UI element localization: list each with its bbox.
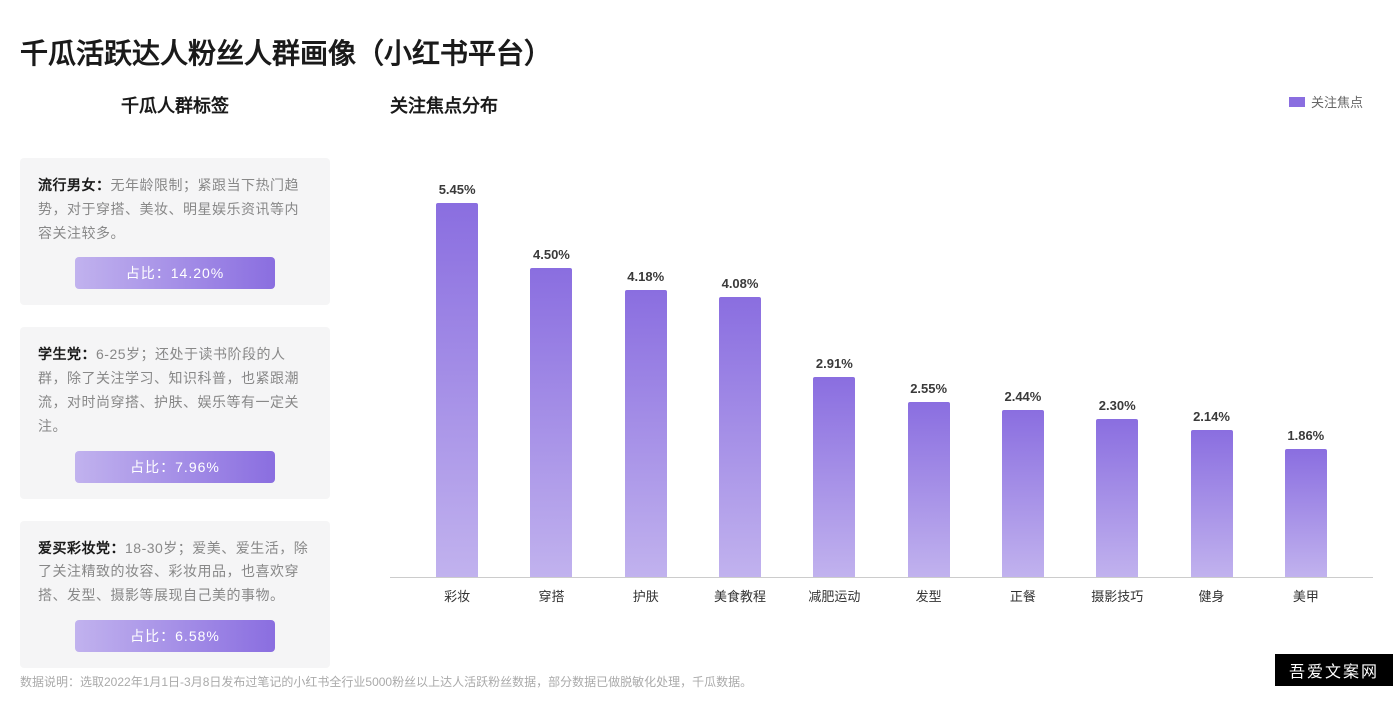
card-desc: 爱买彩妆党：18-30岁；爱美、爱生活，除了关注精致的妆容、彩妆用品，也喜欢穿搭… [38,537,312,608]
bar-value: 2.44% [1004,389,1041,404]
chart-panel: 关注焦点分布 关注焦点 5.45% 4.50% 4.18% 4.08% 2.91% 2.5… [330,92,1373,690]
left-panel: 千瓜人群标签 流行男女：无年龄限制；紧跟当下热门趋势，对于穿搭、美妆、明星娱乐资… [20,92,330,690]
audience-card: 学生党：6-25岁；还处于读书阶段的人群，除了关注学习、知识科普，也紧跟潮流，对… [20,327,330,498]
bar-value: 2.55% [910,381,947,396]
bar [908,402,950,577]
card-desc: 流行男女：无年龄限制；紧跟当下热门趋势，对于穿搭、美妆、明星娱乐资讯等内容关注较… [38,174,312,245]
bar [625,290,667,577]
bar-value: 4.50% [533,247,570,262]
card-name: 流行男女： [38,177,111,193]
chart-labels: 彩妆穿搭护肤美食教程减肥运动发型正餐摄影技巧健身美甲 [390,586,1373,605]
left-panel-title: 千瓜人群标签 [20,92,330,118]
chart-bars: 5.45% 4.50% 4.18% 4.08% 2.91% 2.55% 2.44% 2.30%… [390,138,1373,578]
bar-value: 4.18% [627,269,664,284]
card-name: 爱买彩妆党： [38,540,125,556]
bar-column: 4.18% [599,138,693,577]
card-badge: 占比：7.96% [75,451,275,483]
bar [813,377,855,577]
bar-column: 2.30% [1070,138,1164,577]
card-badge: 占比：14.20% [75,257,275,289]
bar-column: 2.14% [1164,138,1258,577]
bar-column: 2.44% [976,138,1070,577]
chart-title: 关注焦点分布 [390,92,1373,118]
bar-label: 减肥运动 [787,586,881,605]
bar-column: 1.86% [1259,138,1353,577]
bar [1191,430,1233,577]
bar-label: 健身 [1164,586,1258,605]
bar [719,297,761,577]
card-desc: 学生党：6-25岁；还处于读书阶段的人群，除了关注学习、知识科普，也紧跟潮流，对… [38,343,312,438]
chart-area: 5.45% 4.50% 4.18% 4.08% 2.91% 2.55% 2.44% 2.30%… [390,138,1373,628]
bar-column: 4.50% [504,138,598,577]
bar-label: 穿搭 [504,586,598,605]
page-title: 千瓜活跃达人粉丝人群画像（小红书平台） [0,0,1393,72]
bar-column: 2.91% [787,138,881,577]
bar [436,203,478,577]
bar [1002,410,1044,577]
bar-value: 4.08% [722,276,759,291]
bar-column: 5.45% [410,138,504,577]
footer-note: 数据说明：选取2022年1月1日-3月8日发布过笔记的小红书全行业5000粉丝以… [20,673,752,690]
bar-column: 2.55% [881,138,975,577]
bar-value: 2.91% [816,356,853,371]
legend-swatch [1289,97,1305,107]
audience-card: 流行男女：无年龄限制；紧跟当下热门趋势，对于穿搭、美妆、明星娱乐资讯等内容关注较… [20,158,330,305]
bar [1096,419,1138,577]
bar-label: 美甲 [1259,586,1353,605]
bar-value: 1.86% [1287,428,1324,443]
chart-legend: 关注焦点 [1289,92,1363,111]
bar-label: 摄影技巧 [1070,586,1164,605]
bar-label: 护肤 [599,586,693,605]
bar [530,268,572,577]
bar-label: 发型 [881,586,975,605]
bar-label: 美食教程 [693,586,787,605]
card-badge: 占比：6.58% [75,620,275,652]
bar-value: 2.14% [1193,409,1230,424]
content: 千瓜人群标签 流行男女：无年龄限制；紧跟当下热门趋势，对于穿搭、美妆、明星娱乐资… [0,72,1393,690]
bar-value: 2.30% [1099,398,1136,413]
bar-value: 5.45% [439,182,476,197]
legend-label: 关注焦点 [1311,92,1363,111]
bar [1285,449,1327,577]
card-name: 学生党： [38,346,96,362]
bar-column: 4.08% [693,138,787,577]
audience-card: 爱买彩妆党：18-30岁；爱美、爱生活，除了关注精致的妆容、彩妆用品，也喜欢穿搭… [20,521,330,668]
bar-label: 彩妆 [410,586,504,605]
corner-badge: 吾爱文案网 [1275,654,1393,686]
bar-label: 正餐 [976,586,1070,605]
